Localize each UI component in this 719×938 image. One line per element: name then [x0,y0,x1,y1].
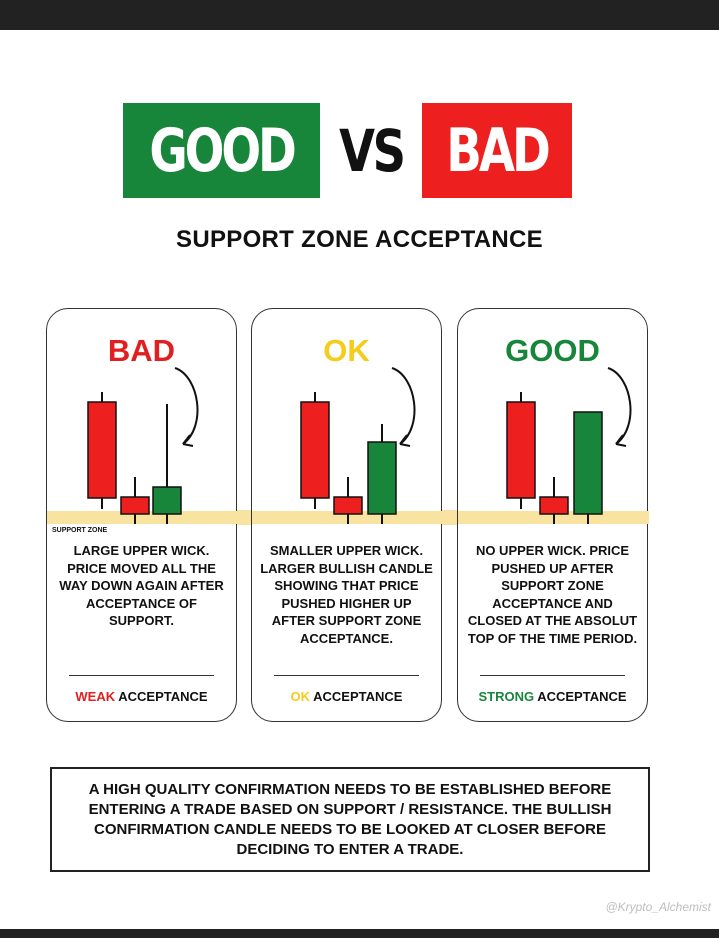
divider [274,675,419,676]
support-zone-band [47,511,238,524]
candlestick-illustration [47,367,238,524]
card-bad: BAD LARGE UPPER WICK. PRICE MOVED ALL TH… [46,308,238,722]
bottom-bar [0,929,719,938]
card-description: LARGE UPPER WICK. PRICE MOVED ALL THE WA… [59,543,224,628]
card-footer: STRONG ACCEPTANCE [458,689,647,704]
red-candle [300,401,330,499]
card-footer: OK ACCEPTANCE [252,689,441,704]
title-vs: VS [338,116,406,185]
top-bar [0,0,719,30]
candlestick-illustration [458,367,649,524]
red-candle [87,401,117,499]
card-description: SMALLER UPPER WICK. LARGER BULLISH CANDL… [260,543,433,646]
page-subtitle: SUPPORT ZONE ACCEPTANCE [176,226,543,253]
divider [69,675,214,676]
curved-arrow-icon [391,367,416,445]
watermark: @Krypto_Alchemist [605,900,711,914]
card-ok: OK SMALLER UPPER WICK. LARGER BULLISH CA… [251,308,443,722]
red-candle [333,496,363,515]
curved-arrow-icon [607,367,632,445]
card-good: GOOD NO UPPER WICK. PRICE PUSHED UP AFTE… [457,308,649,722]
strength-word: STRONG [478,689,535,704]
acceptance-word: ACCEPTANCE [115,689,208,704]
card-description: NO UPPER WICK. PRICE PUSHED UP AFTER SUP… [467,543,638,646]
confirmation-note: A HIGH QUALITY CONFIRMATION NEEDS TO BE … [50,767,650,872]
divider [480,675,625,676]
card-label: BAD [107,333,176,368]
green-candle [367,441,397,515]
curved-arrow-icon [174,367,199,445]
support-zone-label: SUPPORT ZONE [52,527,108,534]
acceptance-word: ACCEPTANCE [534,689,627,704]
red-candle [506,401,536,499]
card-footer: WEAK ACCEPTANCE [47,689,236,704]
green-candle [152,486,182,515]
title-bad-badge: BAD [422,103,572,198]
green-candle [573,411,603,515]
arrowhead-icon [182,434,194,447]
title-good-badge: GOOD [123,103,320,198]
candlestick-illustration [252,367,443,524]
acceptance-word: ACCEPTANCE [310,689,403,704]
strength-word: WEAK [75,689,116,704]
arrowhead-icon [615,434,627,447]
strength-word: OK [290,689,311,704]
arrowhead-icon [399,434,411,447]
red-candle [120,496,150,515]
card-label: OK [323,333,370,368]
red-candle [539,496,569,515]
card-label: GOOD [505,333,600,368]
title-row: GOOD VS BAD [0,103,719,198]
